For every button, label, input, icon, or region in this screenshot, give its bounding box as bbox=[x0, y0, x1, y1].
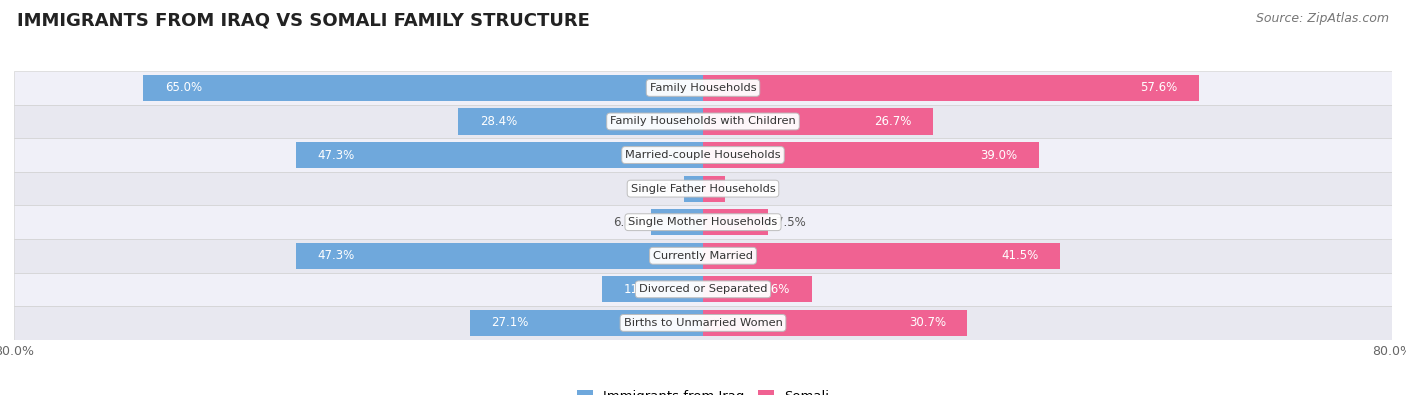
Text: 26.7%: 26.7% bbox=[875, 115, 911, 128]
Bar bbox=[143, 75, 703, 101]
Text: 28.4%: 28.4% bbox=[479, 115, 517, 128]
Legend: Immigrants from Iraq, Somali: Immigrants from Iraq, Somali bbox=[572, 385, 834, 395]
Text: Divorced or Separated: Divorced or Separated bbox=[638, 284, 768, 294]
Bar bbox=[703, 142, 1039, 168]
Text: Married-couple Households: Married-couple Households bbox=[626, 150, 780, 160]
Text: 47.3%: 47.3% bbox=[318, 149, 354, 162]
Text: 39.0%: 39.0% bbox=[980, 149, 1018, 162]
Text: Single Mother Households: Single Mother Households bbox=[628, 217, 778, 227]
Text: Births to Unmarried Women: Births to Unmarried Women bbox=[624, 318, 782, 328]
Bar bbox=[14, 172, 1392, 205]
Text: 41.5%: 41.5% bbox=[1001, 249, 1039, 262]
Text: 65.0%: 65.0% bbox=[165, 81, 202, 94]
Text: 7.5%: 7.5% bbox=[776, 216, 806, 229]
Bar bbox=[470, 310, 703, 336]
Text: 6.0%: 6.0% bbox=[613, 216, 643, 229]
Bar bbox=[703, 75, 1199, 101]
Bar bbox=[703, 276, 811, 303]
Bar bbox=[703, 108, 934, 135]
Text: 2.2%: 2.2% bbox=[645, 182, 675, 195]
Text: Family Households: Family Households bbox=[650, 83, 756, 93]
Bar bbox=[703, 243, 1060, 269]
Bar bbox=[14, 105, 1392, 138]
Bar bbox=[14, 306, 1392, 340]
Bar bbox=[14, 205, 1392, 239]
Bar bbox=[295, 142, 703, 168]
Text: Family Households with Children: Family Households with Children bbox=[610, 117, 796, 126]
Bar bbox=[651, 209, 703, 235]
Bar bbox=[295, 243, 703, 269]
Text: 12.6%: 12.6% bbox=[752, 283, 790, 296]
Text: 2.5%: 2.5% bbox=[733, 182, 763, 195]
Text: 27.1%: 27.1% bbox=[491, 316, 529, 329]
Bar bbox=[458, 108, 703, 135]
Bar bbox=[703, 175, 724, 202]
Bar bbox=[14, 138, 1392, 172]
Bar bbox=[703, 209, 768, 235]
Bar bbox=[14, 71, 1392, 105]
Bar bbox=[703, 310, 967, 336]
Bar bbox=[602, 276, 703, 303]
Text: 47.3%: 47.3% bbox=[318, 249, 354, 262]
Text: 57.6%: 57.6% bbox=[1140, 81, 1177, 94]
Text: 30.7%: 30.7% bbox=[908, 316, 946, 329]
Bar bbox=[14, 239, 1392, 273]
Bar bbox=[685, 175, 703, 202]
Text: IMMIGRANTS FROM IRAQ VS SOMALI FAMILY STRUCTURE: IMMIGRANTS FROM IRAQ VS SOMALI FAMILY ST… bbox=[17, 12, 589, 30]
Text: Source: ZipAtlas.com: Source: ZipAtlas.com bbox=[1256, 12, 1389, 25]
Text: 11.7%: 11.7% bbox=[624, 283, 661, 296]
Bar bbox=[14, 273, 1392, 306]
Text: Currently Married: Currently Married bbox=[652, 251, 754, 261]
Text: Single Father Households: Single Father Households bbox=[631, 184, 775, 194]
